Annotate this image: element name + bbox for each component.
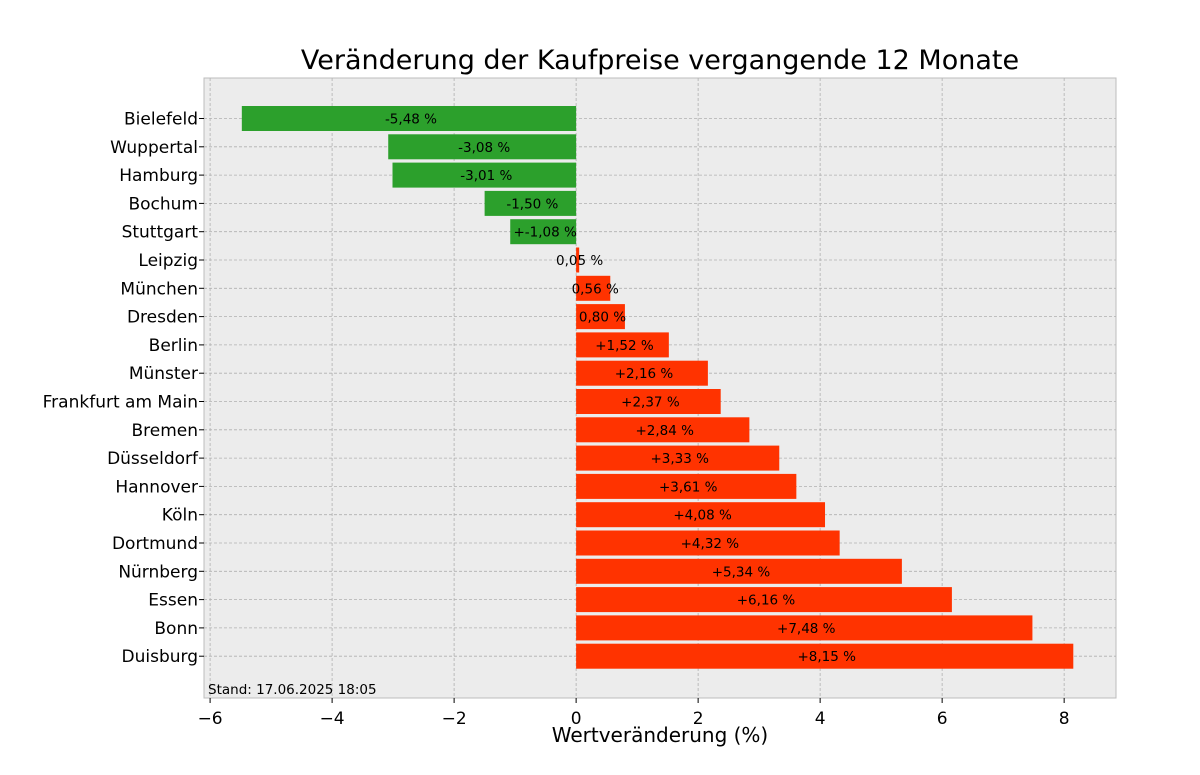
data-labels: -5,48 % -3,08 % -3,01 % -1,50 % +-1,08 % 0,05… [385, 112, 856, 666]
bar [576, 473, 797, 499]
data-label: +5,34 % [712, 564, 771, 580]
data-label: +4,08 % [673, 508, 732, 524]
y-tick-label: Bremen [131, 421, 198, 441]
data-label: +8,15 % [797, 649, 856, 665]
y-tick-label: Berlin [149, 336, 198, 356]
data-label: -5,48 % [385, 112, 437, 128]
bar [576, 445, 780, 471]
x-axis-ticks: −6 −4 −2 0 2 4 6 8 [198, 698, 1070, 729]
data-label: +7,48 % [777, 621, 836, 637]
x-tick-label: 4 [815, 709, 826, 729]
y-tick-label: Dresden [127, 308, 198, 328]
y-tick-label: Dortmund [112, 534, 198, 554]
x-tick-label: −6 [198, 709, 223, 729]
y-tick-label: Nürnberg [118, 562, 198, 582]
x-axis-label: Wertveränderung (%) [552, 723, 769, 747]
y-tick-label: Hamburg [119, 166, 198, 186]
data-label: +2,16 % [615, 366, 674, 382]
bar [241, 106, 577, 131]
bar [510, 219, 577, 245]
bars [241, 106, 1074, 669]
y-tick-label: Bielefeld [124, 110, 198, 130]
bar [576, 304, 625, 330]
x-tick-label: 0 [571, 709, 582, 729]
y-tick-label: Wuppertal [110, 138, 198, 158]
data-label: 0,56 % [572, 281, 619, 297]
data-label: +2,37 % [621, 395, 680, 411]
x-tick-label: 2 [693, 709, 704, 729]
x-tick-label: 8 [1059, 709, 1070, 729]
y-tick-label: Leipzig [138, 251, 198, 271]
bar [576, 558, 902, 584]
chart-title: Veränderung der Kaufpreise vergangende 1… [301, 45, 1019, 76]
data-label: +-1,08 % [513, 225, 577, 241]
bar [484, 190, 577, 216]
bar [576, 643, 1074, 669]
data-label: 0,80 % [579, 310, 626, 326]
y-axis-labels: Bielefeld Wuppertal Hamburg Bochum Stuttgart… [43, 110, 204, 667]
bar [576, 389, 721, 414]
x-tick-label: 6 [937, 709, 948, 729]
data-label: +4,32 % [681, 536, 740, 552]
data-label: +6,16 % [737, 593, 796, 609]
bar [576, 502, 826, 528]
data-label: -3,08 % [458, 140, 510, 156]
bar [576, 615, 1033, 641]
y-tick-label: Köln [162, 506, 198, 526]
y-tick-label: Duisburg [122, 647, 199, 667]
bar [576, 275, 611, 301]
y-tick-label: Stuttgart [122, 223, 199, 243]
y-tick-label: Düsseldorf [107, 449, 199, 469]
bar [576, 247, 580, 273]
y-tick-label: Münster [129, 364, 198, 384]
bar [576, 332, 669, 358]
data-label: -3,01 % [460, 168, 512, 184]
bar [576, 587, 952, 613]
y-tick-label: Hannover [115, 477, 198, 497]
y-tick-label: München [120, 279, 198, 299]
bar [576, 530, 840, 556]
y-tick-label: Bochum [128, 194, 198, 214]
y-tick-label: Frankfurt am Main [43, 393, 198, 413]
y-tick-label: Bonn [154, 619, 198, 639]
data-label: +3,61 % [659, 479, 718, 495]
data-label: +3,33 % [650, 451, 709, 467]
x-tick-label: −4 [320, 709, 345, 729]
data-label: 0,05 % [556, 253, 603, 269]
data-label: +1,52 % [595, 338, 654, 354]
data-label: +2,84 % [635, 423, 694, 439]
data-label: -1,50 % [506, 196, 558, 212]
bar [576, 417, 750, 443]
y-tick-label: Essen [148, 591, 198, 611]
timestamp-note: Stand: 17.06.2025 18:05 [208, 682, 377, 698]
x-tick-label: −2 [442, 709, 467, 729]
bar [576, 360, 708, 386]
bar [392, 162, 577, 188]
grid [204, 78, 1116, 698]
bar [388, 134, 577, 160]
